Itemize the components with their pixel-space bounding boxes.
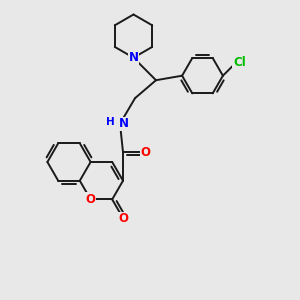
Text: O: O [140,146,151,159]
Text: H: H [106,117,115,127]
Text: N: N [118,117,129,130]
Text: Cl: Cl [233,56,246,69]
Text: O: O [85,193,96,206]
Text: N: N [128,51,139,64]
Text: O: O [118,212,128,225]
